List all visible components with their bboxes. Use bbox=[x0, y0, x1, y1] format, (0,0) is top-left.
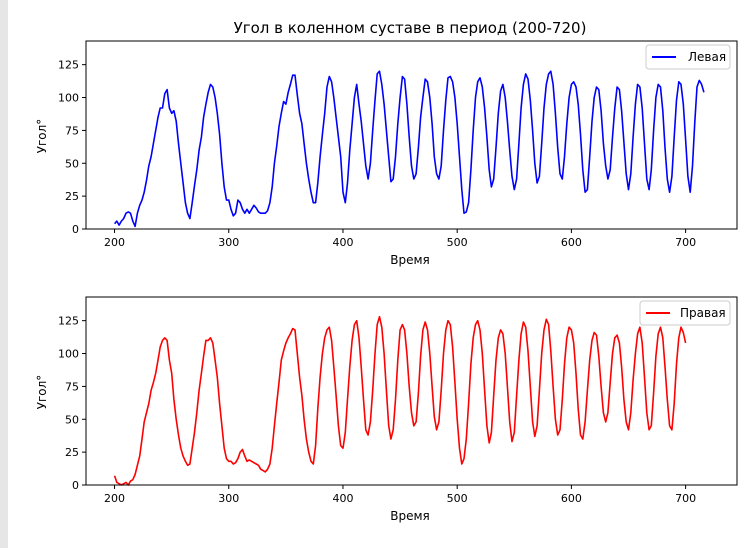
x-tick-label: 200 bbox=[104, 236, 125, 249]
axes-frame bbox=[85, 40, 738, 230]
y-tick-label: 75 bbox=[65, 380, 79, 393]
y-tick-label: 125 bbox=[58, 59, 79, 72]
x-tick-label: 500 bbox=[447, 492, 468, 505]
legend-box bbox=[645, 44, 731, 70]
y-tick-label: 100 bbox=[58, 348, 79, 361]
legend-label-left: Левая bbox=[688, 50, 726, 64]
series-line-0 bbox=[113, 315, 687, 486]
x-axis-label: Время bbox=[390, 509, 430, 523]
x-tick-label: 400 bbox=[332, 492, 353, 505]
y-tick-label: 125 bbox=[58, 315, 79, 328]
y-tick-label: 50 bbox=[65, 157, 79, 170]
x-tick-label: 700 bbox=[675, 236, 696, 249]
x-tick-label: 300 bbox=[218, 236, 239, 249]
axes-frame bbox=[85, 296, 738, 486]
top-plot-area: 200 300 400 500 600 700 0 25 50 75 100 125 bbox=[58, 40, 738, 249]
y-tick-label: 0 bbox=[72, 223, 79, 236]
bottom-chart-panel: 200 300 400 500 600 700 0 25 50 75 100 125 Время Уг… bbox=[35, 296, 738, 523]
y-tick-label: 50 bbox=[65, 413, 79, 426]
x-tick-label: 200 bbox=[104, 492, 125, 505]
bottom-plot-area: 200 300 400 500 600 700 0 25 50 75 100 125 bbox=[58, 296, 738, 505]
chart-title: Угол в коленном суставе в период (200-72… bbox=[234, 19, 587, 37]
legend: Левая bbox=[645, 44, 731, 70]
window-edge bbox=[0, 0, 8, 548]
x-axis-label: Время bbox=[390, 253, 430, 267]
legend: Правая bbox=[639, 300, 731, 326]
y-tick-label: 0 bbox=[72, 479, 79, 492]
x-tick-label: 600 bbox=[561, 492, 582, 505]
legend-label-right: Правая bbox=[680, 306, 726, 320]
x-tick-label: 300 bbox=[218, 492, 239, 505]
top-chart-panel: Угол в коленном суставе в период (200-72… bbox=[35, 19, 738, 267]
x-tick-label: 400 bbox=[332, 236, 353, 249]
x-tick-label: 700 bbox=[675, 492, 696, 505]
legend-box bbox=[639, 300, 731, 326]
y-tick-label: 25 bbox=[65, 190, 79, 203]
y-tick-label: 25 bbox=[65, 446, 79, 459]
y-axis-label: Угол° bbox=[35, 119, 49, 154]
x-tick-label: 500 bbox=[447, 236, 468, 249]
y-tick-label: 100 bbox=[58, 92, 79, 105]
series-line-0 bbox=[113, 70, 705, 228]
y-tick-label: 75 bbox=[65, 124, 79, 137]
x-tick-label: 600 bbox=[561, 236, 582, 249]
y-axis-label: Угол° bbox=[35, 375, 49, 410]
